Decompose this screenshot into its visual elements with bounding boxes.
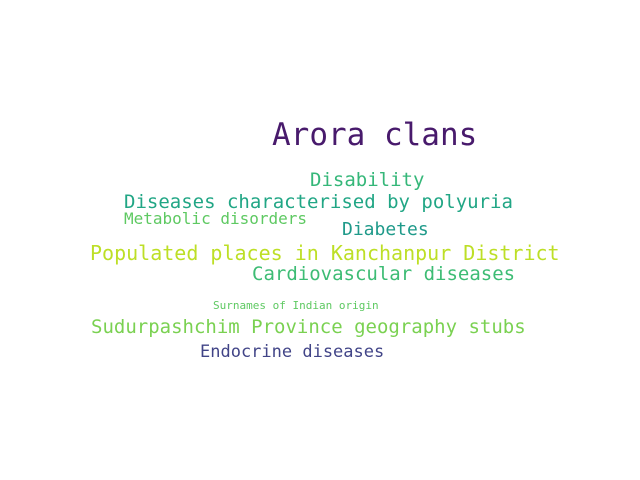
word-diabetes: Diabetes <box>342 219 429 240</box>
word-endocrine-diseases: Endocrine diseases <box>200 342 385 362</box>
word-populated-places-kanchanpur: Populated places in Kanchanpur District <box>90 241 560 265</box>
word-metabolic-disorders: Metabolic disorders <box>124 209 308 228</box>
word-arora-clans: Arora clans <box>272 117 478 153</box>
word-sudurpashchim-province-stubs: Sudurpashchim Province geography stubs <box>91 316 526 338</box>
word-cardiovascular-diseases: Cardiovascular diseases <box>252 263 516 285</box>
word-diseases-characterised-by-polyuria: Diseases characterised by polyuria <box>124 191 513 213</box>
word-disability: Disability <box>310 169 425 191</box>
word-surnames-of-indian-origin: Surnames of Indian origin <box>213 299 379 312</box>
